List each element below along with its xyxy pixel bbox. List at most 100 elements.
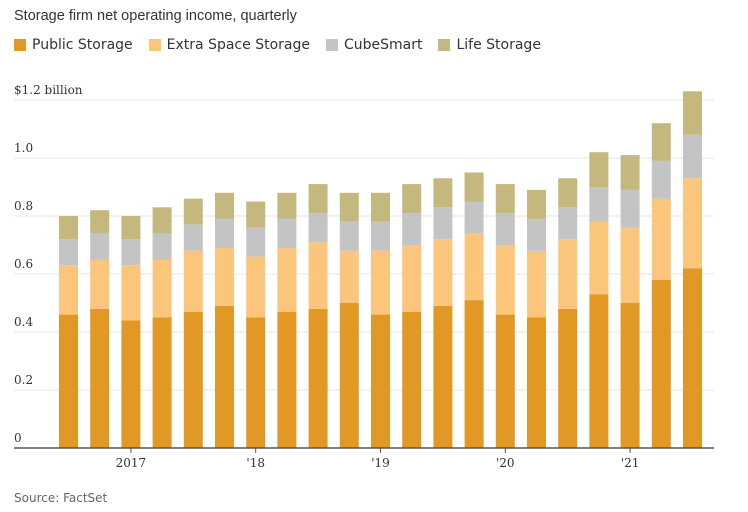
x-tick-label: 2017 — [116, 456, 147, 470]
bar-segment-cubesmart — [464, 201, 484, 234]
bar-segment-life-storage — [527, 189, 546, 219]
bar-segment-cubesmart — [246, 227, 266, 257]
bar-segment-life-storage — [59, 216, 78, 240]
bar-segment-extra-space-storage — [215, 247, 234, 306]
x-tick-label: '19 — [371, 456, 390, 470]
bar-segment-life-storage — [339, 192, 359, 222]
y-tick-label: 0.8 — [14, 199, 33, 213]
bar-segment-cubesmart — [558, 207, 578, 240]
bar-segment-life-storage — [371, 192, 390, 222]
bar-segment-public-storage — [620, 303, 640, 448]
bar-segment-extra-space-storage — [620, 227, 640, 303]
bar-segment-extra-space-storage — [246, 256, 266, 318]
bar-segment-cubesmart — [651, 160, 671, 199]
bar-segment-life-storage — [308, 184, 328, 214]
bar-segment-cubesmart — [183, 224, 203, 251]
bar-segment-extra-space-storage — [651, 198, 671, 280]
bar-segment-extra-space-storage — [371, 250, 390, 315]
bar-segment-cubesmart — [620, 189, 640, 228]
legend-swatch-cubesmart — [325, 39, 338, 51]
bar-segment-cubesmart — [402, 213, 422, 245]
y-tick-label: 0.2 — [14, 373, 33, 387]
legend-swatch-extra-space-storage — [148, 39, 161, 51]
y-tick-label: $1.2 billion — [14, 83, 83, 97]
bar-segment-life-storage — [651, 123, 671, 161]
legend-label-cubesmart: CubeSmart — [343, 37, 423, 53]
bar-segment-cubesmart — [433, 207, 453, 240]
bar-segment-public-storage — [589, 294, 609, 448]
bar-segment-public-storage — [402, 311, 422, 448]
bar-segment-public-storage — [121, 320, 141, 448]
bar-segment-public-storage — [183, 311, 203, 448]
bar-segment-extra-space-storage — [183, 250, 203, 312]
legend-item-extra-space-storage: Extra Space Storage — [148, 37, 310, 53]
bar-segment-cubesmart — [683, 134, 702, 179]
x-tick-label: '21 — [621, 456, 640, 470]
bar-segment-extra-space-storage — [90, 259, 110, 309]
bar-segment-public-storage — [433, 305, 453, 448]
bar-segment-cubesmart — [121, 239, 141, 266]
bar-segment-cubesmart — [339, 221, 359, 251]
legend-swatch-public-storage — [14, 39, 26, 51]
bar-segment-life-storage — [121, 216, 141, 240]
bar-segment-cubesmart — [527, 218, 546, 251]
legend-item-cubesmart: CubeSmart — [325, 37, 423, 53]
y-tick-label: 0 — [14, 431, 22, 445]
legend-swatch-life-storage — [438, 39, 451, 51]
bar-segment-extra-space-storage — [495, 245, 515, 315]
bar-segment-extra-space-storage — [339, 250, 359, 303]
bar-segment-life-storage — [464, 172, 484, 202]
bar-segment-life-storage — [215, 192, 234, 219]
bar-segment-public-storage — [90, 308, 110, 448]
bar-segment-public-storage — [215, 305, 234, 448]
bar-segment-life-storage — [402, 184, 422, 214]
bar-segment-extra-space-storage — [464, 233, 484, 301]
bar-segment-extra-space-storage — [152, 259, 172, 318]
bar-segment-public-storage — [495, 314, 515, 448]
bar-segment-life-storage — [589, 152, 609, 187]
bar-segment-public-storage — [277, 311, 297, 448]
bar-segment-public-storage — [464, 300, 484, 448]
bar-segment-extra-space-storage — [59, 265, 78, 315]
legend-label-life-storage: Life Storage — [456, 37, 541, 53]
bar-segment-cubesmart — [371, 221, 390, 251]
bar-segment-public-storage — [527, 317, 546, 448]
bar-segment-extra-space-storage — [121, 265, 141, 321]
bar-segment-cubesmart — [90, 233, 110, 260]
bar-segment-cubesmart — [589, 187, 609, 222]
legend-label-extra-space-storage: Extra Space Storage — [166, 37, 310, 53]
bar-segment-life-storage — [683, 91, 702, 135]
bar-segment-life-storage — [246, 201, 266, 228]
bar-segment-life-storage — [183, 198, 203, 225]
y-tick-label: 0.4 — [14, 315, 33, 329]
x-tick-label: '20 — [496, 456, 515, 470]
bar-segment-cubesmart — [277, 218, 297, 248]
source-note: Source: FactSet — [14, 491, 108, 505]
bar-segment-life-storage — [558, 178, 578, 208]
bar-segment-cubesmart — [152, 233, 172, 260]
legend-item-public-storage: Public Storage — [14, 37, 133, 53]
bar-segment-public-storage — [651, 279, 671, 448]
bar-segment-cubesmart — [308, 213, 328, 243]
legend-item-life-storage: Life Storage — [438, 37, 541, 53]
bar-segment-public-storage — [558, 308, 578, 448]
x-tick-label: '18 — [246, 456, 265, 470]
bar-segment-public-storage — [59, 314, 78, 448]
bar-segment-life-storage — [277, 192, 297, 219]
bar-segment-extra-space-storage — [433, 239, 453, 306]
bar-segment-cubesmart — [495, 213, 515, 245]
bar-segment-life-storage — [495, 184, 515, 214]
bar-segment-extra-space-storage — [527, 250, 546, 318]
bar-segment-cubesmart — [215, 218, 234, 248]
y-tick-label: 1.0 — [14, 141, 33, 155]
legend-label-public-storage: Public Storage — [32, 37, 133, 53]
bar-segment-public-storage — [152, 317, 172, 448]
bar-segment-public-storage — [371, 314, 390, 448]
bar-segment-life-storage — [152, 207, 172, 234]
bar-segment-public-storage — [339, 303, 359, 448]
bar-segment-extra-space-storage — [683, 178, 702, 269]
legend: Public Storage Extra Space Storage CubeS… — [14, 37, 541, 53]
bar-segment-life-storage — [620, 155, 640, 190]
bar-segment-cubesmart — [59, 239, 78, 266]
